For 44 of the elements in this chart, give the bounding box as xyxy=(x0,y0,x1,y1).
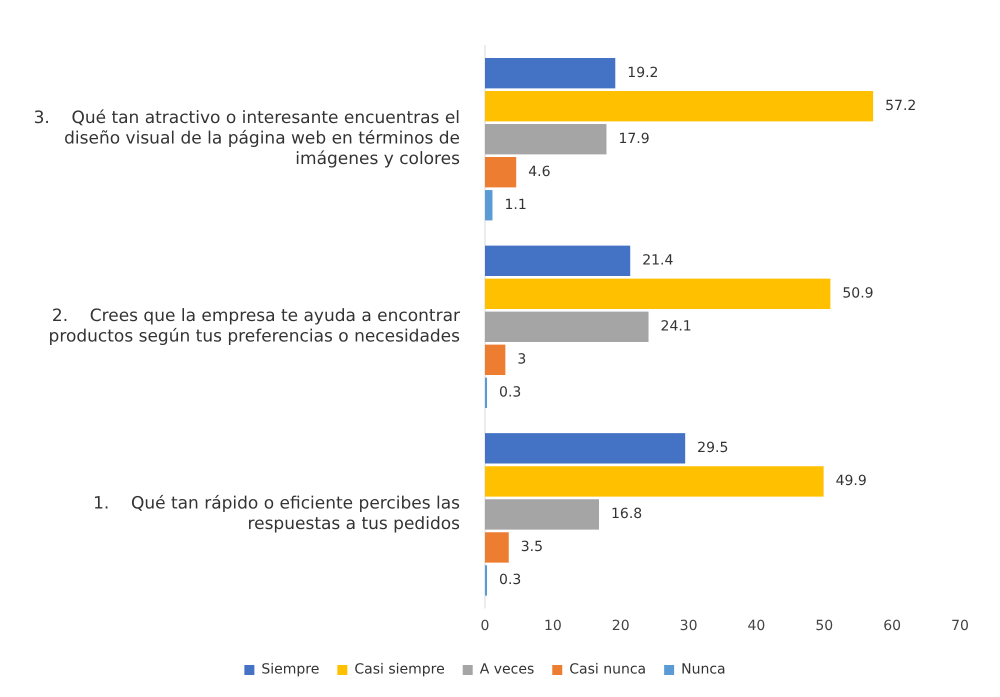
x-tick-label: 20 xyxy=(612,618,630,634)
bar xyxy=(485,157,516,188)
legend-label: Nunca xyxy=(681,662,726,678)
data-label: 49.9 xyxy=(836,473,867,490)
bar xyxy=(485,499,599,530)
legend-label: A veces xyxy=(480,662,534,678)
bar xyxy=(485,344,506,376)
data-label: 3 xyxy=(517,351,526,368)
y-tick-label: 2. Crees que la empresa te ayuda a encontrar productos según tus preferencias o necesidades xyxy=(48,306,460,346)
x-tick-label: 0 xyxy=(480,618,490,634)
x-tick-label: 50 xyxy=(815,618,834,634)
bar xyxy=(485,90,874,122)
data-label: 16.8 xyxy=(611,506,642,522)
bar xyxy=(485,466,824,497)
legend-label: Casi nunca xyxy=(569,662,646,678)
x-tick-label: 60 xyxy=(883,618,902,634)
bar xyxy=(485,246,630,276)
data-label: 50.9 xyxy=(842,285,874,302)
bar xyxy=(485,190,492,220)
x-tick-label: 70 xyxy=(951,618,969,634)
bar xyxy=(485,58,616,88)
bar xyxy=(485,124,606,154)
data-label: 24.1 xyxy=(660,318,692,334)
data-label: 21.4 xyxy=(642,252,674,268)
bar xyxy=(485,312,649,342)
data-label: 57.2 xyxy=(885,98,916,114)
y-tick-label: 1. Qué tan rápido o eficiente percibes las respuestas a tus pedidos xyxy=(93,494,460,534)
x-tick-label: 30 xyxy=(680,618,698,634)
data-label: 0.3 xyxy=(499,384,522,400)
x-tick-label: 40 xyxy=(748,618,766,634)
data-label: 4.6 xyxy=(528,164,551,180)
data-label: 19.2 xyxy=(627,64,658,81)
legend-label: Casi siempre xyxy=(354,662,445,678)
bar xyxy=(485,532,509,563)
data-label: 3.5 xyxy=(520,539,544,556)
data-label: 17.9 xyxy=(618,130,650,147)
y-tick-label: 3. Qué tan atractivo o interesante encuentras el diseño visual de la página web en términos de imágenes y colores xyxy=(34,108,460,170)
data-label: 1.1 xyxy=(504,196,527,213)
x-tick-label: 10 xyxy=(544,618,562,634)
data-label: 29.5 xyxy=(697,440,728,456)
data-label: 0.3 xyxy=(499,572,522,588)
bar xyxy=(485,278,830,309)
bar xyxy=(485,433,686,464)
legend-label: Siempre xyxy=(261,662,320,678)
